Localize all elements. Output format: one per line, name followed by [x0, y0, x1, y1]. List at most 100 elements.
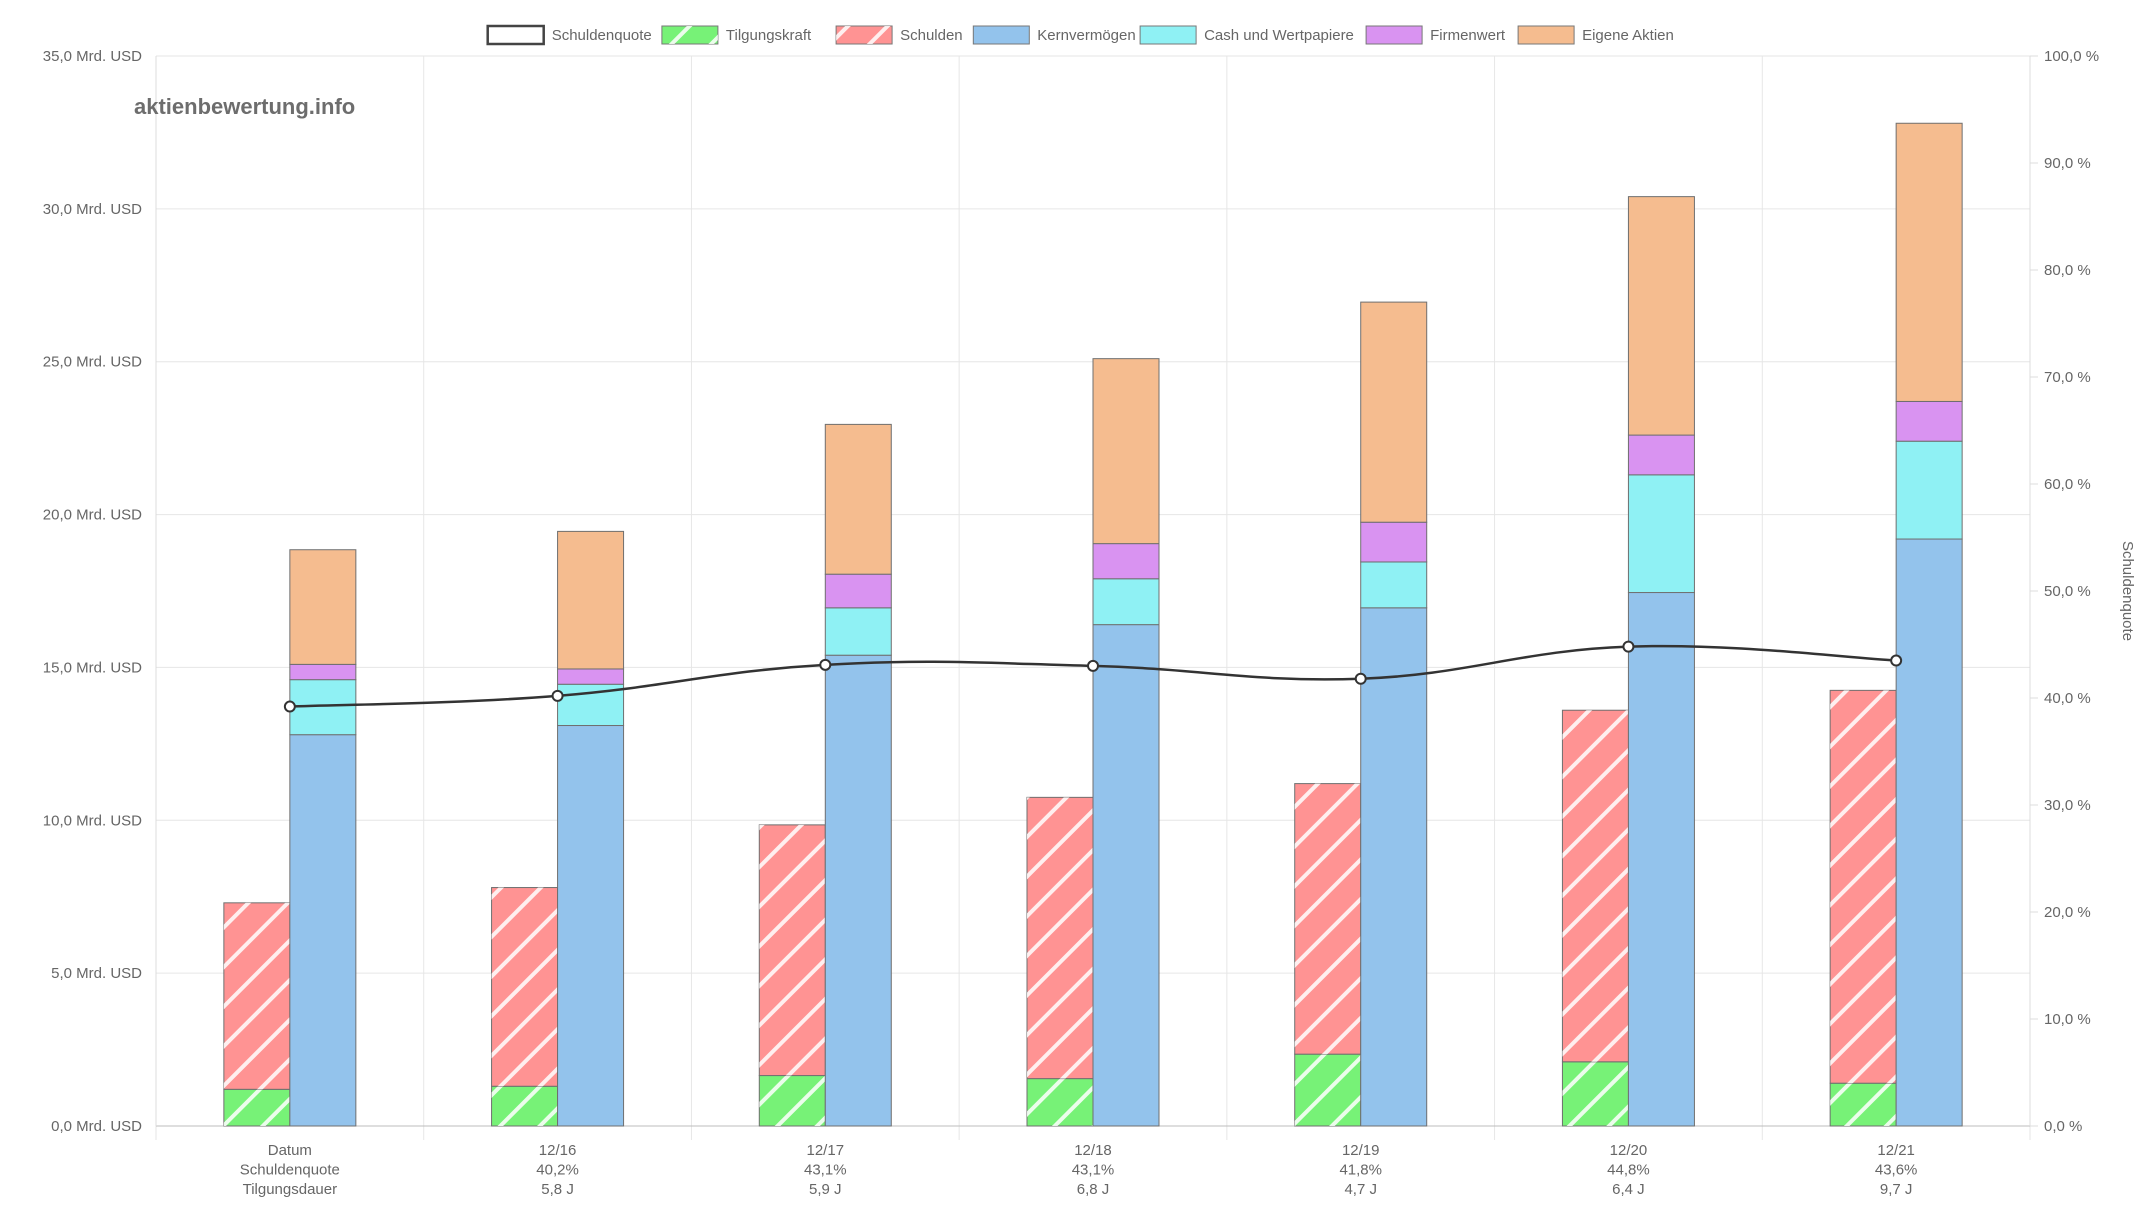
x-label-header-duration: Tilgungsdauer: [243, 1181, 338, 1198]
schulden-bar-hatch: [1562, 710, 1629, 1062]
x-sublabel-duration: 9,7 J: [1880, 1181, 1913, 1198]
legend-label: Eigene Aktien: [1582, 27, 1674, 44]
right-tick-label: 100,0 %: [2044, 48, 2099, 65]
legend-swatch-hatch: [836, 26, 893, 44]
firmenwert-bar: [824, 573, 892, 609]
legend-swatch-hatch: [661, 26, 718, 44]
schulden-bar-hatch: [1294, 783, 1361, 1055]
x-sublabel-ratio: 41,8%: [1339, 1162, 1382, 1179]
legend-item-cash-und-wertpapiere[interactable]: Cash und Wertpapiere: [1139, 25, 1354, 45]
debt-ratio-point: [283, 700, 296, 713]
cash-und-wertpapiere-bar: [1360, 561, 1428, 609]
legend-swatch: [1139, 25, 1197, 45]
legend-item-schulden[interactable]: Schulden: [835, 25, 963, 45]
watermark: aktienbewertung.info: [134, 94, 355, 119]
firmenwert-bar: [1092, 543, 1160, 580]
x-tick-label: 12/16: [539, 1142, 577, 1159]
legend-label: Cash und Wertpapiere: [1204, 27, 1354, 44]
eigene-aktien-bar: [824, 423, 892, 575]
tilgungskraft-bar-hatch: [491, 1086, 558, 1126]
kernvermögen-bar: [289, 734, 357, 1127]
right-tick-label: 20,0 %: [2044, 904, 2091, 921]
x-sublabel-ratio: 43,6%: [1875, 1162, 1918, 1179]
kernvermögen-bar: [1092, 624, 1160, 1127]
x-sublabel-duration: 5,9 J: [809, 1181, 842, 1198]
debt-ratio-point: [819, 658, 832, 671]
right-tick-label: 40,0 %: [2044, 690, 2091, 707]
x-label-header-ratio: Schuldenquote: [240, 1162, 340, 1179]
left-tick-label: 0,0 Mrd. USD: [51, 1118, 142, 1135]
x-tick-label: 12/18: [1074, 1142, 1112, 1159]
legend-item-schuldenquote[interactable]: Schuldenquote: [486, 24, 652, 46]
legend-label: Schuldenquote: [552, 27, 652, 44]
eigene-aktien-bar: [1627, 196, 1695, 436]
schulden-bar-hatch: [759, 824, 826, 1076]
right-axis-title: Schuldenquote: [2119, 541, 2136, 641]
right-tick-label: 10,0 %: [2044, 1011, 2091, 1028]
debt-ratio-point: [1622, 640, 1635, 653]
left-tick-label: 15,0 Mrd. USD: [43, 659, 142, 676]
legend[interactable]: Schuldenquote Tilgungskraft Schulden Kernve…: [486, 24, 1674, 46]
left-tick-label: 20,0 Mrd. USD: [43, 507, 142, 524]
legend-label: Firmenwert: [1430, 27, 1506, 44]
debt-ratio-point: [551, 689, 564, 702]
right-tick-label: 0,0 %: [2044, 1118, 2082, 1135]
x-tick-label: 12/21: [1877, 1142, 1915, 1159]
x-sublabel-ratio: 43,1%: [1072, 1162, 1115, 1179]
tilgungskraft-bar-hatch: [223, 1089, 290, 1126]
x-sublabel-duration: 4,7 J: [1344, 1181, 1377, 1198]
legend-swatch: [972, 25, 1030, 45]
schulden-bar-hatch: [1027, 797, 1093, 1079]
kernvermögen-bar: [824, 654, 892, 1127]
schulden-bar-hatch: [491, 887, 558, 1087]
legend-item-kernvermögen[interactable]: Kernvermögen: [972, 25, 1136, 45]
tilgungskraft-bar-hatch: [1027, 1078, 1093, 1126]
left-tick-label: 30,0 Mrd. USD: [43, 201, 142, 218]
debt-ratio-point: [1890, 654, 1903, 667]
right-tick-label: 90,0 %: [2044, 155, 2091, 172]
eigene-aktien-bar: [557, 530, 625, 670]
cash-und-wertpapiere-bar: [824, 607, 892, 656]
firmenwert-bar: [289, 663, 357, 681]
schulden-bar-hatch: [1830, 690, 1897, 1084]
x-tick-label: 12/19: [1342, 1142, 1380, 1159]
legend-swatch: [1365, 25, 1423, 45]
legend-label: Schulden: [900, 27, 963, 44]
x-sublabel-ratio: 43,1%: [804, 1162, 847, 1179]
x-sublabel-ratio: 44,8%: [1607, 1162, 1650, 1179]
x-tick-label: 12/20: [1610, 1142, 1648, 1159]
kernvermögen-bar: [557, 725, 625, 1127]
firmenwert-bar: [557, 668, 625, 685]
schulden-bar-hatch: [223, 902, 290, 1090]
legend-label: Tilgungskraft: [726, 27, 812, 44]
legend-item-firmenwert[interactable]: Firmenwert: [1365, 25, 1506, 45]
left-tick-label: 35,0 Mrd. USD: [43, 48, 142, 65]
tilgungskraft-bar-hatch: [1562, 1061, 1629, 1126]
right-tick-label: 70,0 %: [2044, 369, 2091, 386]
tilgungskraft-bar-hatch: [1294, 1054, 1361, 1126]
x-tick-label: 12/17: [807, 1142, 845, 1159]
firmenwert-bar: [1360, 521, 1428, 563]
right-tick-label: 50,0 %: [2044, 583, 2091, 600]
legend-item-tilgungskraft[interactable]: Tilgungskraft: [661, 25, 812, 45]
eigene-aktien-bar: [1092, 358, 1160, 545]
x-sublabel-duration: 6,8 J: [1077, 1181, 1110, 1198]
left-tick-label: 5,0 Mrd. USD: [51, 965, 142, 982]
x-sublabel-duration: 6,4 J: [1612, 1181, 1645, 1198]
x-sublabel-ratio: 40,2%: [536, 1162, 579, 1179]
kernvermögen-bar: [1360, 607, 1428, 1127]
cash-und-wertpapiere-bar: [1092, 578, 1160, 626]
kernvermögen-bar: [1627, 592, 1695, 1127]
cash-und-wertpapiere-bar: [1627, 474, 1695, 594]
right-tick-label: 80,0 %: [2044, 262, 2091, 279]
firmenwert-bar: [1627, 434, 1695, 476]
right-tick-label: 30,0 %: [2044, 797, 2091, 814]
cash-und-wertpapiere-bar: [1895, 440, 1963, 540]
debt-ratio-line: [283, 640, 1903, 713]
tilgungskraft-bar-hatch: [1830, 1083, 1897, 1126]
left-tick-label: 10,0 Mrd. USD: [43, 812, 142, 829]
legend-item-eigene-aktien[interactable]: Eigene Aktien: [1517, 25, 1674, 45]
firmenwert-bar: [1895, 400, 1963, 442]
